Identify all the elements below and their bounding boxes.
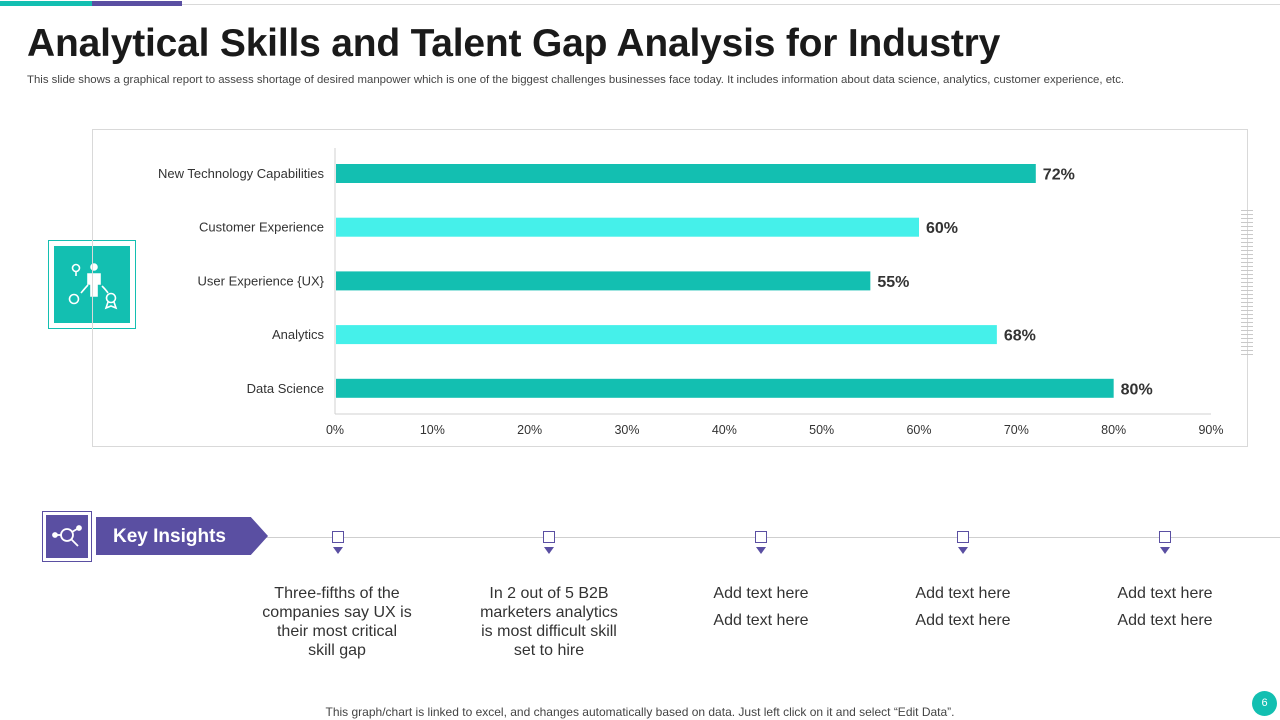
bar	[336, 325, 997, 345]
top-accent-bar	[0, 0, 1280, 6]
insight-text-1[interactable]: Three-fifths of the companies say UX is …	[262, 584, 412, 660]
insight-text-2[interactable]: In 2 out of 5 B2B marketers analytics is…	[474, 584, 624, 660]
page-number-badge: 6	[1252, 691, 1277, 716]
bar-chart: New Technology Capabilities 72% Customer E…	[158, 148, 1224, 437]
insight-line: Add text here	[915, 612, 1011, 629]
key-insights-label[interactable]: Key Insights	[113, 526, 226, 547]
x-tick-label: 70%	[1004, 423, 1029, 437]
timeline-line	[262, 537, 1280, 538]
x-tick-label: 60%	[906, 423, 931, 437]
bar	[336, 271, 871, 291]
insight-line: Add text here	[713, 585, 809, 602]
data-label: 60%	[926, 220, 958, 237]
timeline-marker	[754, 531, 768, 557]
category-label: User Experience {UX}	[198, 273, 325, 288]
insight-text-3[interactable]: Add text here Add text here	[686, 584, 836, 630]
bar	[336, 378, 1114, 398]
insight-line: Three-fifths of the companies say UX is …	[262, 585, 412, 659]
insight-text-5[interactable]: Add text here Add text here	[1090, 584, 1240, 630]
bar	[336, 164, 1036, 183]
category-label: New Technology Capabilities	[158, 166, 324, 181]
x-tick-label: 50%	[809, 423, 834, 437]
slide-title[interactable]: Analytical Skills and Talent Gap Analysi…	[27, 22, 1001, 65]
x-tick-label: 0%	[326, 423, 344, 437]
timeline-marker	[542, 531, 556, 557]
x-tick-label: 10%	[420, 423, 445, 437]
insight-line: Add text here	[1117, 585, 1213, 602]
data-label: 72%	[1043, 167, 1075, 184]
insight-line: Add text here	[713, 612, 809, 629]
footer-note: This graph/chart is linked to excel, and…	[325, 705, 955, 719]
data-label: 55%	[877, 274, 909, 291]
data-label: 68%	[1004, 328, 1036, 345]
x-tick-label: 20%	[517, 423, 542, 437]
insight-line: Add text here	[915, 585, 1011, 602]
chart-frame: New Technology Capabilities 72% Customer E…	[92, 129, 1248, 447]
key-insights-banner: Key Insights	[96, 517, 268, 555]
x-tick-label: 30%	[614, 423, 639, 437]
timeline-marker	[331, 531, 345, 557]
category-label: Analytics	[272, 327, 325, 342]
category-label: Customer Experience	[199, 220, 324, 235]
insight-text-4[interactable]: Add text here Add text here	[888, 584, 1038, 630]
slide-subtitle[interactable]: This slide shows a graphical report to a…	[27, 74, 1125, 86]
scroll-strip	[1241, 210, 1253, 358]
insight-line: In 2 out of 5 B2B marketers analytics is…	[480, 585, 618, 659]
insight-line: Add text here	[1117, 612, 1213, 629]
x-tick-label: 90%	[1198, 423, 1223, 437]
data-label: 80%	[1121, 381, 1153, 398]
timeline-marker	[1158, 531, 1172, 557]
timeline-marker	[956, 531, 970, 557]
category-label: Data Science	[247, 381, 324, 396]
bar	[336, 217, 919, 237]
search-analytics-icon	[42, 511, 92, 562]
x-tick-label: 40%	[712, 423, 737, 437]
x-tick-label: 80%	[1101, 423, 1126, 437]
